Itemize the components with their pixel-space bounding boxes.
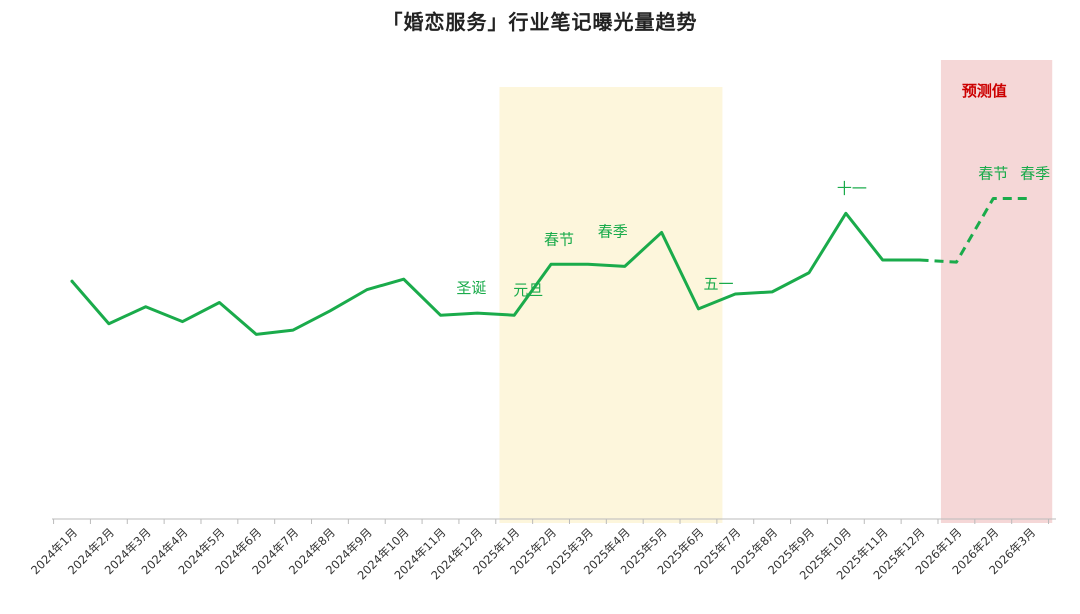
annotation-label: 春季 [1020,164,1050,182]
chart-title: 「婚恋服务」行业笔记曝光量趋势 [382,10,698,34]
annotation-label: 十一 [837,179,867,197]
annotation-label: 元旦 [513,281,543,299]
annotation-label: 春节 [978,164,1008,182]
series-line-forecast [919,196,1031,264]
annotation-label: 五一 [703,275,733,293]
annotation-label: 春季 [598,222,628,240]
annotation-label: 春节 [544,230,574,248]
x-axis-ticks: 2024年1月2024年2月2024年3月2024年4月2024年5月2024年… [28,519,1050,582]
annotation-label: 圣诞 [456,279,486,297]
series-lines [70,196,1031,336]
forecast-region [940,60,1053,523]
forecast-label: 预测值 [962,82,1007,100]
holiday-highlight-region [499,87,723,523]
series-line-actual [70,211,922,336]
data-point [70,279,74,283]
